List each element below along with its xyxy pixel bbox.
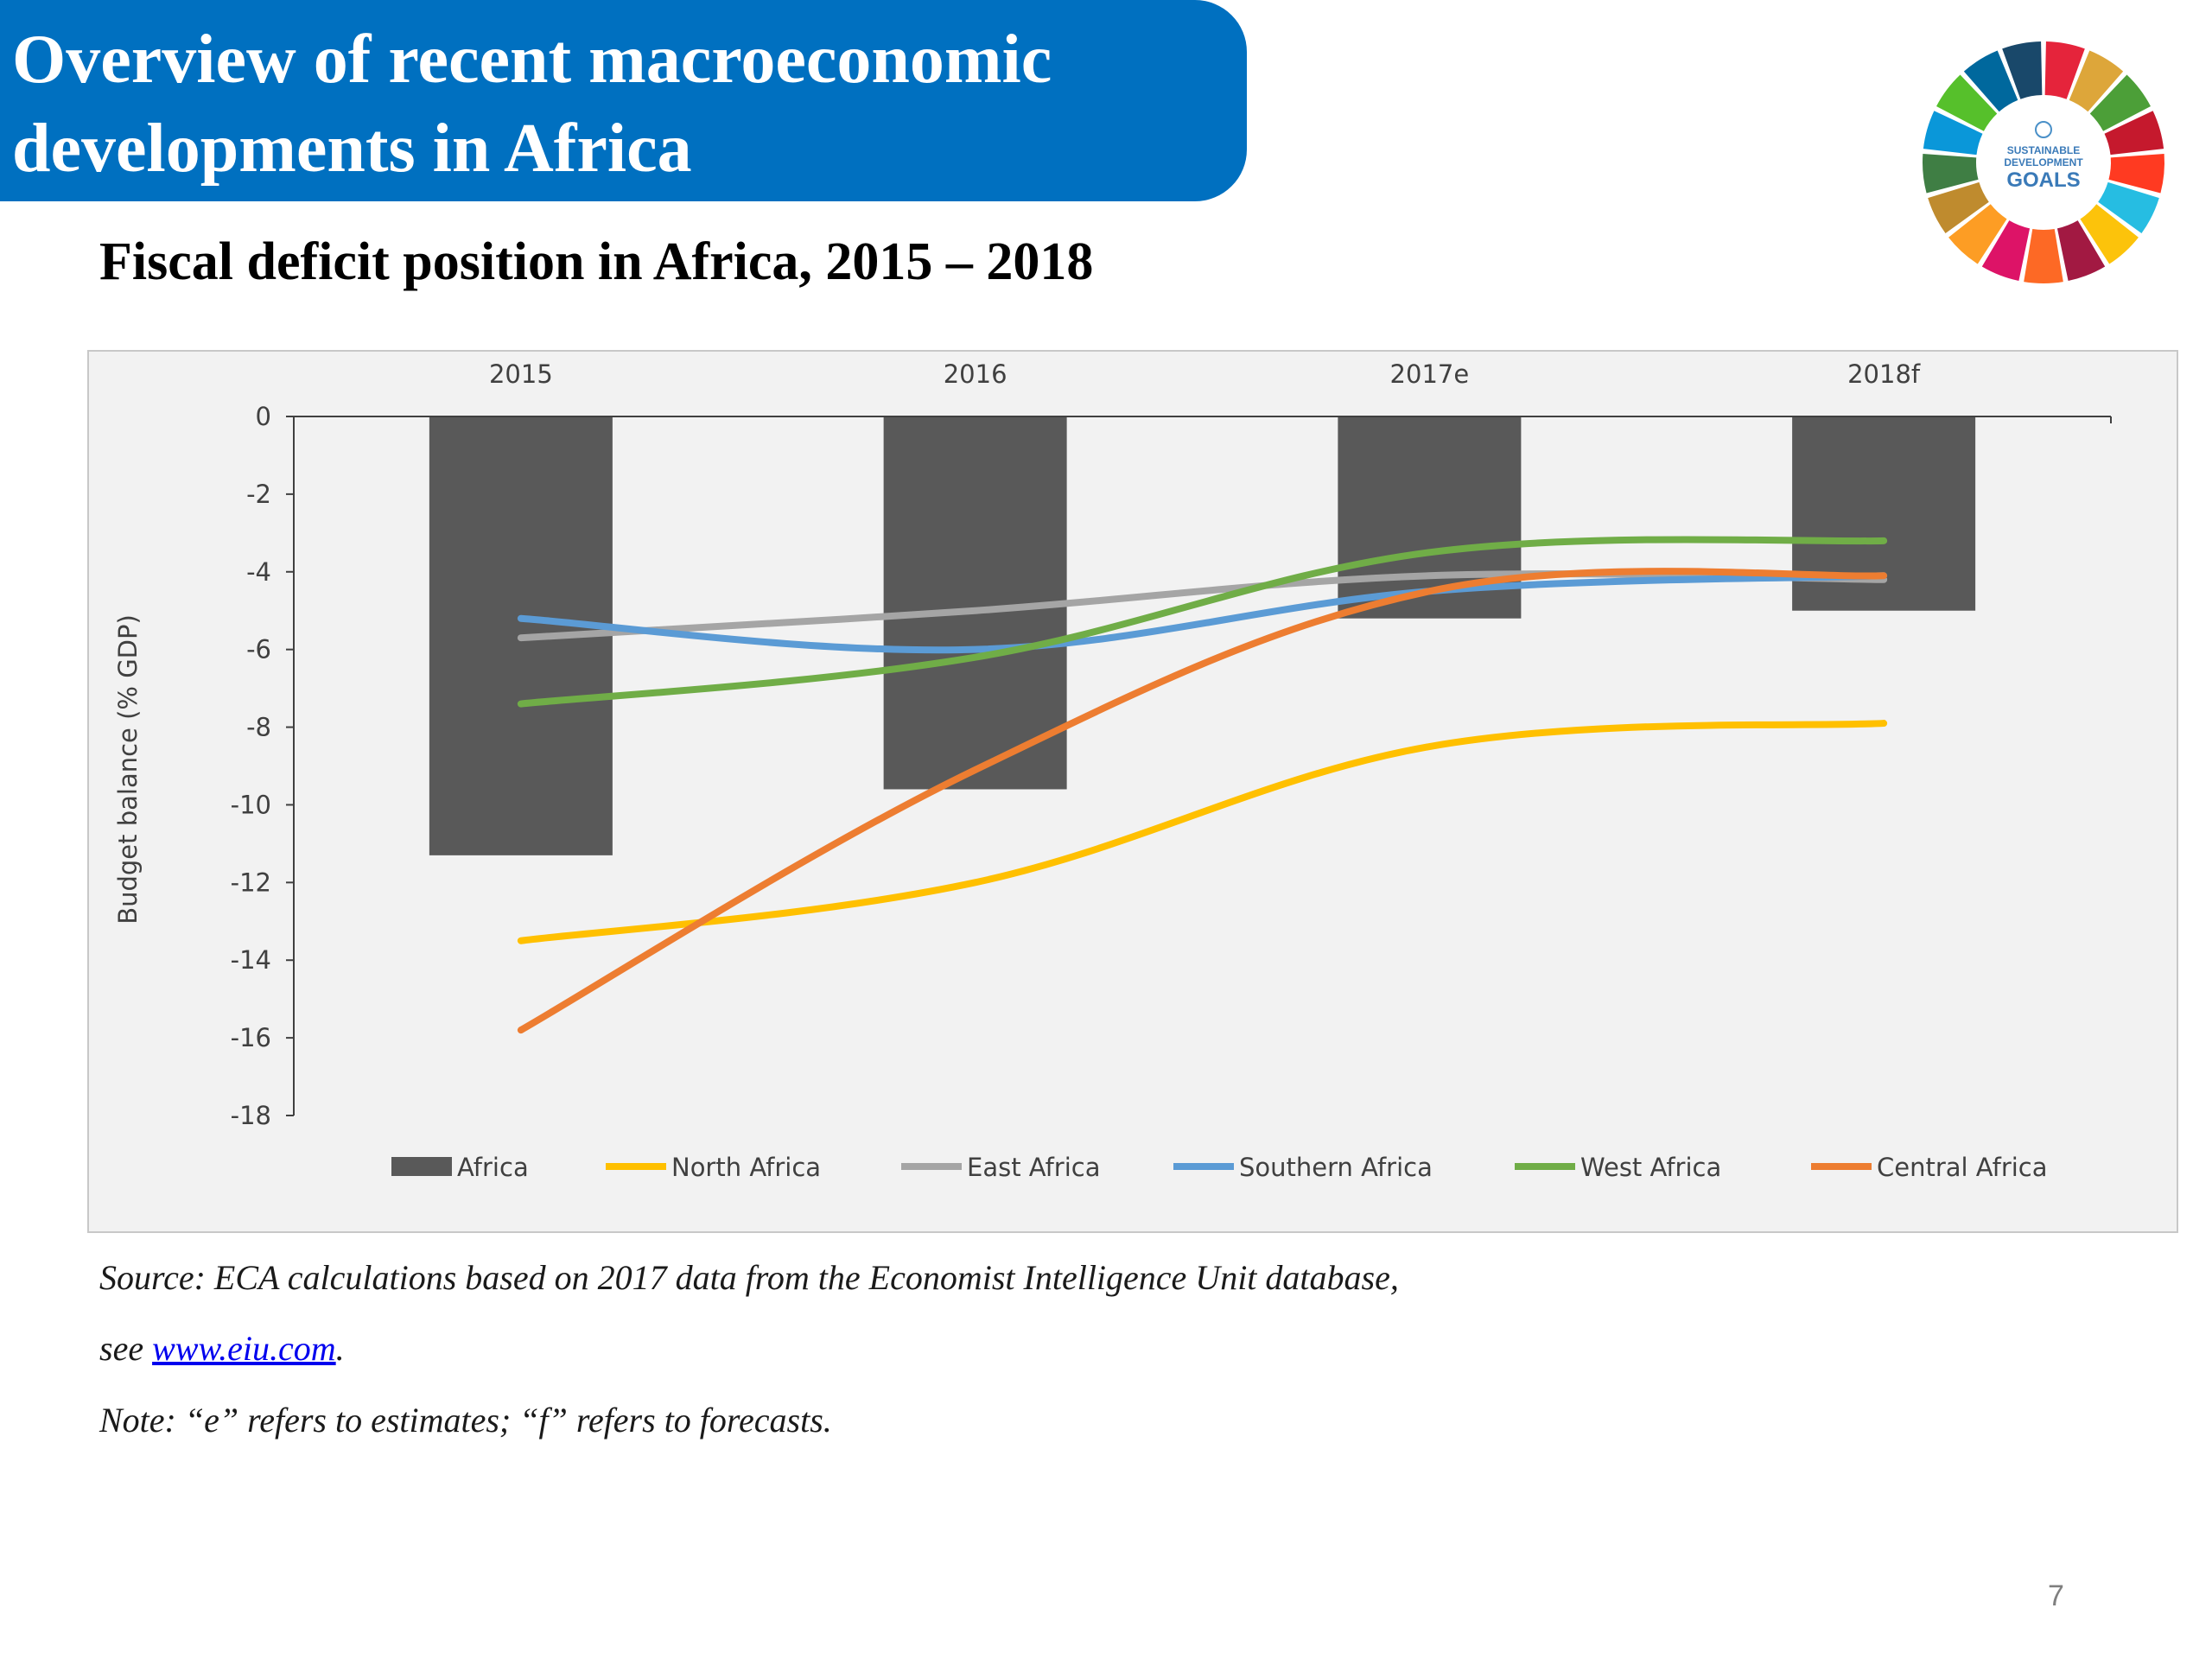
x-tick-label: 2015 xyxy=(489,359,553,389)
x-tick-label: 2016 xyxy=(944,359,1007,389)
line-southern-africa xyxy=(517,572,1888,654)
see-label: see xyxy=(99,1329,153,1368)
sdg-segment xyxy=(1981,220,2031,282)
legend-label: West Africa xyxy=(1580,1153,1721,1182)
sdg-segment xyxy=(1923,154,1979,194)
legend-swatch-africa xyxy=(391,1157,452,1176)
line-west-africa xyxy=(517,536,1888,708)
legend-label: Central Africa xyxy=(1877,1153,2048,1182)
line-central-africa xyxy=(517,568,1888,1034)
chart-title: Fiscal deficit position in Africa, 2015 … xyxy=(99,232,1094,291)
sdg-segment xyxy=(2024,228,2063,283)
sdg-segment xyxy=(2056,220,2106,282)
y-tick-label: -4 xyxy=(246,557,271,587)
sdg-segment xyxy=(1928,181,1989,234)
sdg-segment xyxy=(2002,41,2043,99)
link-suffix: . xyxy=(335,1329,345,1368)
y-tick-label: -14 xyxy=(231,945,271,975)
legend-label: Southern Africa xyxy=(1239,1153,1433,1182)
sdg-segment xyxy=(1963,50,2018,112)
line-north-africa xyxy=(517,720,1888,944)
sdg-segment xyxy=(1948,204,2007,264)
sdg-segment xyxy=(2069,50,2124,112)
page-number: 7 xyxy=(2048,1580,2064,1612)
un-emblem-icon xyxy=(2035,121,2052,138)
legend-label: Africa xyxy=(457,1153,529,1182)
fiscal-deficit-chart: 0 -2 -4 -6 -8 -10 -12 -14 -16 -18 2015 2016 2017e 201… xyxy=(113,359,2112,1182)
source-see-line: see www.eiu.com. xyxy=(99,1328,345,1369)
y-tick-label: -8 xyxy=(246,713,271,742)
x-tick-label: 2017e xyxy=(1390,359,1470,389)
y-tick-label: -6 xyxy=(246,635,271,664)
legend-label: North Africa xyxy=(671,1153,821,1182)
y-axis-title: Budget balance (% GDP) xyxy=(113,614,143,925)
y-tick-label: -12 xyxy=(231,868,271,897)
line-east-africa xyxy=(517,570,1888,642)
chart-frame: 0 -2 -4 -6 -8 -10 -12 -14 -16 -18 2015 2016 2017e 201… xyxy=(87,350,2178,1233)
x-tick-label: 2018f xyxy=(1847,359,1921,389)
y-tick-label: -10 xyxy=(231,790,271,819)
eiu-link[interactable]: www.eiu.com xyxy=(152,1329,336,1368)
slide-title: Overview of recent macroeconomic develop… xyxy=(12,22,1052,187)
y-tick-label: 0 xyxy=(256,402,271,431)
title-banner: Overview of recent macroeconomic develop… xyxy=(0,0,1247,201)
sdg-segment xyxy=(1923,111,1983,156)
estimates-note: Note: “e” refers to estimates; “f” refer… xyxy=(99,1401,832,1440)
sdg-segment xyxy=(2104,111,2164,156)
legend-label: East Africa xyxy=(967,1153,1101,1182)
sdg-segment xyxy=(2080,204,2139,264)
sdg-logo-text: GOALS xyxy=(2006,168,2080,192)
sdg-segment xyxy=(2108,154,2164,194)
sdg-logo-text: SUSTAINABLE xyxy=(2007,144,2080,156)
sdg-logo-text: DEVELOPMENT xyxy=(2004,156,2083,168)
y-tick-label: -16 xyxy=(231,1023,271,1052)
sdg-segment xyxy=(2089,74,2151,131)
y-tick-label: -2 xyxy=(246,480,271,509)
sdg-segment xyxy=(1936,74,1998,131)
sdg-segment xyxy=(2044,41,2085,99)
y-tick-label: -18 xyxy=(231,1101,271,1130)
sdg-segment xyxy=(2098,181,2159,234)
source-note: Source: ECA calculations based on 2017 d… xyxy=(99,1258,1399,1297)
